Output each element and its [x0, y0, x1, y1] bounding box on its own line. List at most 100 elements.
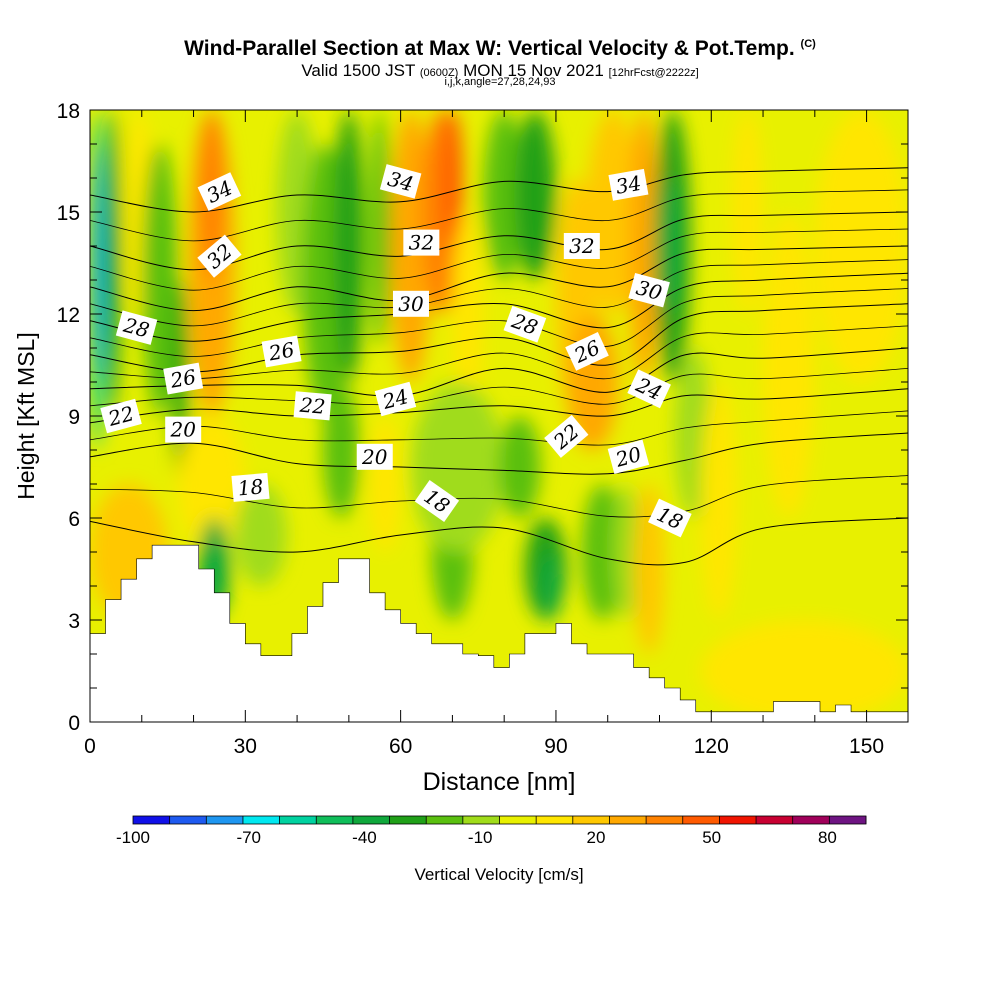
contour-label-box: [379, 164, 422, 199]
y-tick-label: 6: [68, 508, 80, 531]
colorbar-tick-label: 20: [586, 828, 605, 847]
velocity-cell: [369, 416, 401, 552]
contour-label: 32: [403, 229, 440, 256]
contour-label: 28: [503, 305, 547, 343]
theta-contour-31: [90, 228, 908, 291]
colorbar-swatch: [829, 816, 867, 824]
colorbar-tick-label: -100: [116, 828, 150, 847]
contour-label-box: [627, 369, 671, 409]
y-tick-label: 9: [68, 406, 80, 429]
colorbar-swatch: [242, 816, 281, 824]
y-tick-label: 18: [57, 100, 80, 123]
velocity-cell: [540, 552, 562, 620]
velocity-cell: [514, 110, 556, 280]
colorbar-swatch: [389, 816, 427, 824]
colorbar-swatch: [719, 816, 757, 824]
velocity-cell: [105, 110, 122, 416]
theta-contour-18: [90, 517, 908, 566]
contour-label-box: [231, 472, 270, 502]
contour-label-box: [293, 391, 332, 421]
contour-label-box: [403, 229, 440, 256]
y-tick-label: 0: [68, 712, 80, 735]
x-tick-label: 90: [544, 735, 567, 758]
velocity-cell: [178, 416, 246, 552]
colorbar-swatch: [756, 816, 794, 824]
contour-label-text: 34: [614, 171, 643, 199]
colorbar-label: Vertical Velocity [cm/s]: [414, 865, 583, 884]
valid-utc: (0600Z): [419, 67, 459, 79]
x-axis-label: Distance [nm]: [423, 768, 576, 796]
contour-label: 32: [563, 233, 600, 259]
velocity-cell: [587, 110, 639, 314]
contour-label-text: 20: [169, 418, 196, 442]
x-tick-label: 60: [389, 735, 412, 758]
velocity-cell: [234, 484, 287, 586]
colorbar-tick-label: -70: [236, 828, 261, 847]
velocity-cell: [700, 382, 738, 620]
velocity-cell: [333, 110, 365, 382]
contour-label-box: [100, 398, 142, 434]
contour-label: 22: [293, 391, 332, 421]
contour-label-box: [628, 272, 670, 308]
title-text: Wind-Parallel Section at Max W: Vertical…: [184, 37, 795, 60]
colorbar-swatch: [279, 816, 317, 824]
forecast-info: [12hrFcst@2222z]: [608, 67, 699, 79]
velocity-cell: [499, 416, 541, 518]
contour-label: 26: [261, 335, 302, 368]
colorbar-swatch: [536, 816, 574, 824]
theta-contour-21: [90, 410, 908, 446]
theta-contour-19: [90, 475, 908, 518]
colorbar-tick-label: -40: [352, 828, 377, 847]
colorbar-swatch: [426, 816, 464, 824]
velocity-cell: [452, 212, 484, 416]
colorbar: -100 -70 -40 -10 20 50 80: [116, 815, 867, 847]
contour-label-box: [356, 443, 393, 470]
theta-contour-23: [90, 368, 908, 407]
colorbar-swatch: [169, 816, 207, 824]
velocity-cell: [93, 144, 102, 382]
axes: 0 30 60 90 120 150 0 3 6 9 12 15 18: [57, 100, 908, 758]
contour-label-box: [392, 290, 429, 317]
velocity-cell: [814, 110, 908, 382]
theta-contour-27: [90, 288, 908, 357]
colorbar-swatch: [133, 816, 171, 824]
colorbar-tick-label: -10: [468, 828, 493, 847]
contour-label: 28: [115, 310, 158, 345]
contour-label: 34: [379, 164, 422, 199]
contour-label-text: 32: [569, 234, 594, 258]
contour-label: 34: [608, 168, 649, 201]
contour-label-box: [197, 172, 242, 211]
theta-contours: [90, 167, 908, 566]
theta-contour-34: [90, 167, 908, 213]
contour-label-box: [565, 332, 609, 371]
contour-label-box: [648, 498, 692, 538]
y-tick-label: 12: [57, 304, 80, 327]
velocity-cell: [633, 484, 665, 654]
contour-label-text: 26: [266, 337, 296, 365]
contour-label: 30: [628, 272, 670, 308]
contour-label-box: [261, 335, 302, 368]
velocity-cell: [731, 110, 764, 314]
y-axis-label: Height [Kft MSL]: [13, 332, 39, 499]
colorbar-tick-label: 80: [818, 828, 837, 847]
colorbar-swatch: [316, 816, 354, 824]
terrain: [90, 544, 908, 722]
contour-label-box: [115, 310, 158, 345]
contour-label-box: [503, 305, 547, 343]
velocity-cell: [442, 110, 463, 246]
contour-label: 18: [231, 472, 270, 502]
colorbar-swatch: [572, 816, 610, 824]
velocity-cell: [612, 484, 639, 620]
section-params: i,j,k,angle=27,28,24,93: [444, 76, 556, 88]
contour-label-box: [163, 362, 204, 395]
contour-label-box: [414, 480, 460, 522]
contour-label-text: 32: [409, 231, 434, 255]
contour-label: 30: [392, 290, 429, 317]
colorbar-tick-label: 50: [702, 828, 721, 847]
colorbar-swatch: [792, 816, 830, 824]
valid-date: MON 15 Nov 2021: [463, 61, 604, 80]
contour-label-box: [374, 381, 417, 417]
